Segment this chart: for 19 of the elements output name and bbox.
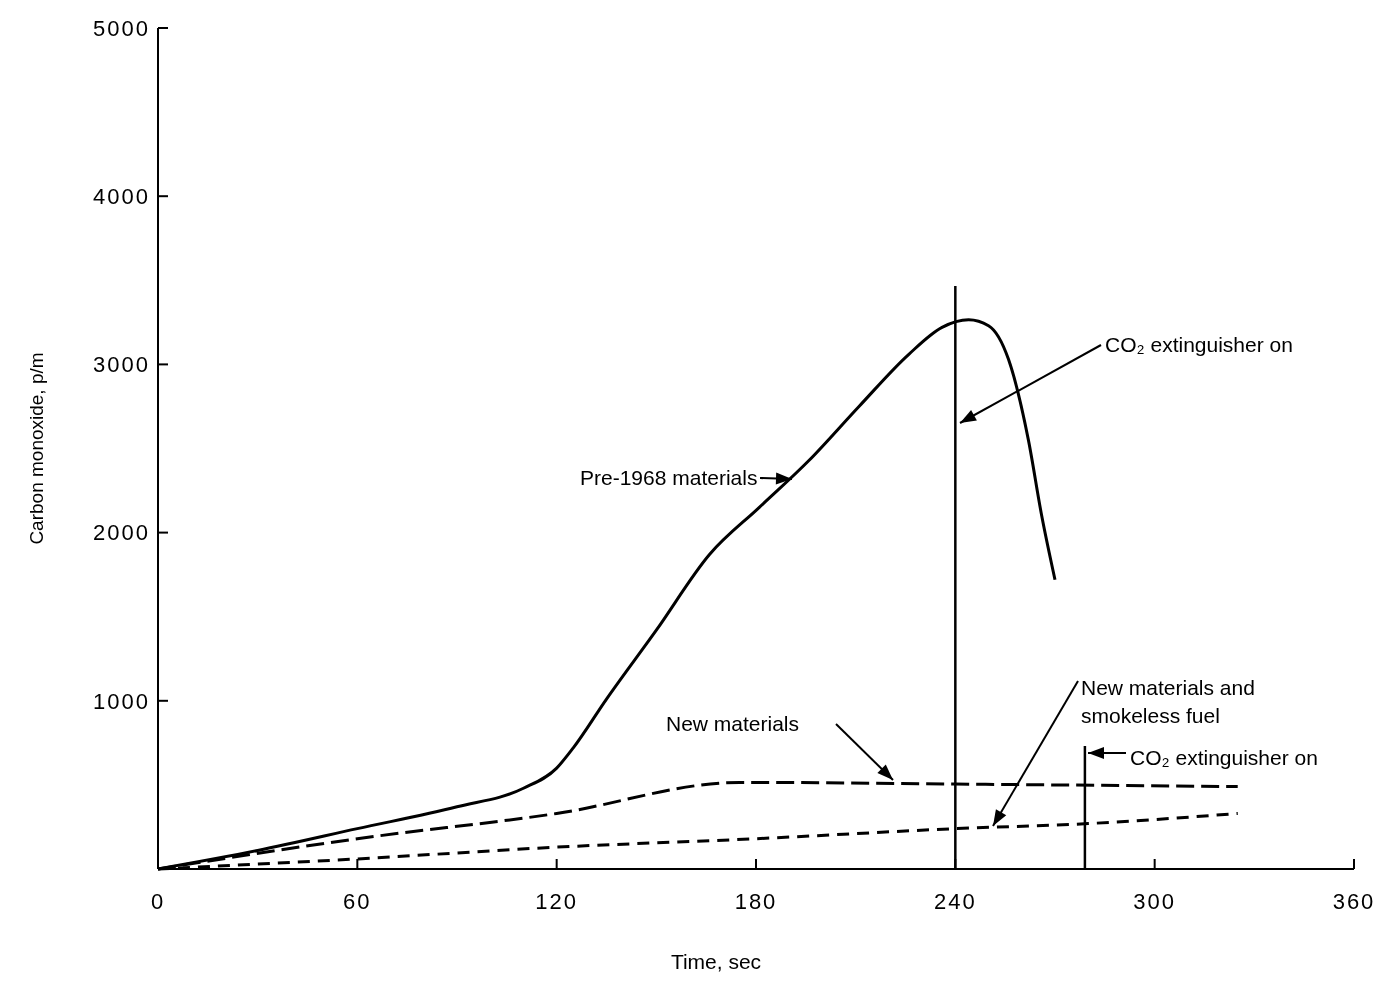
text: New materials and smokeless fuel [1081,676,1255,727]
y-tick-label: 4000 [93,183,150,209]
text: New materials [666,712,800,736]
x-tick-label: 0 [150,889,166,914]
x-tick-label: 120 [535,889,579,914]
ref-line-label: CO₂ extinguisher on [1130,746,1318,770]
x-tick-label: 300 [1133,889,1177,914]
x-tick-label: 240 [933,889,977,914]
x-axis-title: Time, sec [670,950,762,973]
series-label: Pre-1968 materials [580,466,758,490]
x-tick-label: 360 [1332,889,1376,914]
y-tick-label: 1000 [93,688,150,714]
y-tick-label: 3000 [93,352,150,378]
y-tick-label: 5000 [93,15,150,41]
x-tick-label: 180 [734,889,778,914]
ref-line-label: CO₂ extinguisher on [1105,333,1293,357]
y-axis-title: Carbon monoxide, p/m [26,352,47,545]
x-tick-label: 60 [343,889,372,914]
y-tick-label: 2000 [93,520,150,546]
